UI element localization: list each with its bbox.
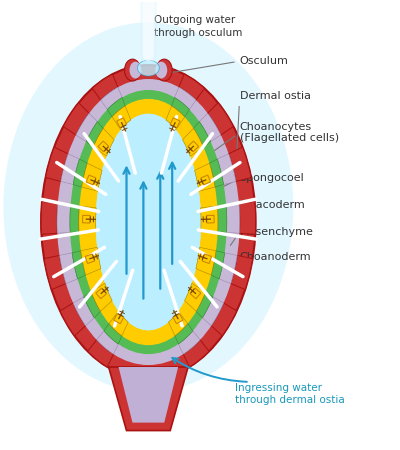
Polygon shape [229, 147, 251, 181]
Bar [188, 141, 199, 152]
Polygon shape [92, 74, 118, 100]
Polygon shape [211, 303, 237, 336]
Ellipse shape [70, 90, 227, 354]
Polygon shape [166, 106, 185, 130]
Polygon shape [57, 203, 70, 233]
Polygon shape [109, 367, 188, 431]
Polygon shape [217, 154, 236, 184]
Polygon shape [178, 331, 200, 354]
Bar [173, 314, 183, 324]
Bar [86, 175, 96, 185]
Ellipse shape [41, 65, 256, 379]
Text: Ingressing water
through dermal ostia: Ingressing water through dermal ostia [235, 382, 344, 405]
Polygon shape [210, 159, 224, 187]
Ellipse shape [156, 59, 172, 81]
Bar [96, 288, 106, 299]
Ellipse shape [3, 22, 293, 392]
Polygon shape [199, 113, 221, 142]
Polygon shape [81, 248, 101, 275]
Polygon shape [91, 284, 112, 311]
Text: Pinacoderm: Pinacoderm [219, 200, 306, 227]
Polygon shape [195, 163, 215, 191]
Polygon shape [76, 113, 98, 142]
Polygon shape [61, 154, 80, 184]
Bar [85, 254, 95, 263]
Ellipse shape [79, 99, 218, 345]
Polygon shape [86, 122, 103, 147]
Bar [170, 118, 180, 128]
Polygon shape [101, 87, 122, 109]
Polygon shape [226, 203, 240, 233]
Polygon shape [88, 340, 113, 367]
Polygon shape [202, 297, 224, 326]
Text: Dermal ostia: Dermal ostia [236, 91, 311, 160]
Ellipse shape [138, 60, 159, 76]
Polygon shape [175, 324, 193, 344]
Ellipse shape [124, 59, 140, 81]
Polygon shape [73, 159, 87, 187]
Polygon shape [84, 292, 100, 318]
Polygon shape [107, 98, 125, 117]
Text: Osculum: Osculum [171, 56, 288, 72]
Polygon shape [97, 331, 118, 354]
Polygon shape [182, 128, 204, 156]
Ellipse shape [96, 114, 201, 330]
Polygon shape [63, 103, 89, 135]
Polygon shape [172, 98, 189, 117]
Polygon shape [60, 253, 78, 284]
Polygon shape [168, 311, 188, 336]
Bar [117, 118, 127, 128]
Ellipse shape [155, 62, 167, 78]
Bar [190, 288, 201, 299]
Text: Mesenchyme: Mesenchyme [230, 227, 314, 246]
Bar [206, 215, 214, 223]
Bar [114, 314, 124, 324]
Polygon shape [79, 206, 96, 232]
Polygon shape [82, 163, 102, 191]
Ellipse shape [96, 114, 201, 330]
Polygon shape [211, 251, 225, 279]
Polygon shape [41, 202, 58, 234]
Polygon shape [109, 311, 128, 336]
Polygon shape [104, 324, 122, 344]
Bar [82, 215, 90, 223]
Polygon shape [44, 256, 66, 289]
Bar [201, 175, 210, 185]
Polygon shape [239, 202, 256, 234]
Bar [98, 141, 109, 152]
Ellipse shape [130, 62, 142, 78]
Polygon shape [60, 303, 86, 336]
Polygon shape [184, 284, 206, 311]
Polygon shape [231, 256, 253, 289]
Polygon shape [93, 128, 114, 156]
Polygon shape [72, 251, 86, 279]
Polygon shape [73, 297, 94, 326]
Polygon shape [219, 253, 237, 284]
Polygon shape [196, 292, 213, 318]
Polygon shape [217, 205, 227, 232]
Polygon shape [196, 248, 216, 275]
Polygon shape [208, 103, 234, 135]
Polygon shape [179, 74, 204, 100]
Polygon shape [194, 122, 211, 147]
Bar [202, 254, 212, 263]
Polygon shape [183, 340, 209, 367]
Text: Spongocoel: Spongocoel [177, 173, 304, 210]
Polygon shape [70, 205, 80, 232]
Text: Choanocytes
(Flagellated cells): Choanocytes (Flagellated cells) [203, 122, 339, 159]
Polygon shape [200, 206, 218, 232]
Polygon shape [174, 87, 196, 109]
Text: Outgoing water
through osculum: Outgoing water through osculum [154, 15, 243, 38]
Polygon shape [112, 106, 131, 130]
Polygon shape [118, 367, 178, 423]
Text: Choanoderm: Choanoderm [212, 252, 311, 262]
Ellipse shape [57, 79, 240, 365]
Polygon shape [46, 147, 68, 181]
